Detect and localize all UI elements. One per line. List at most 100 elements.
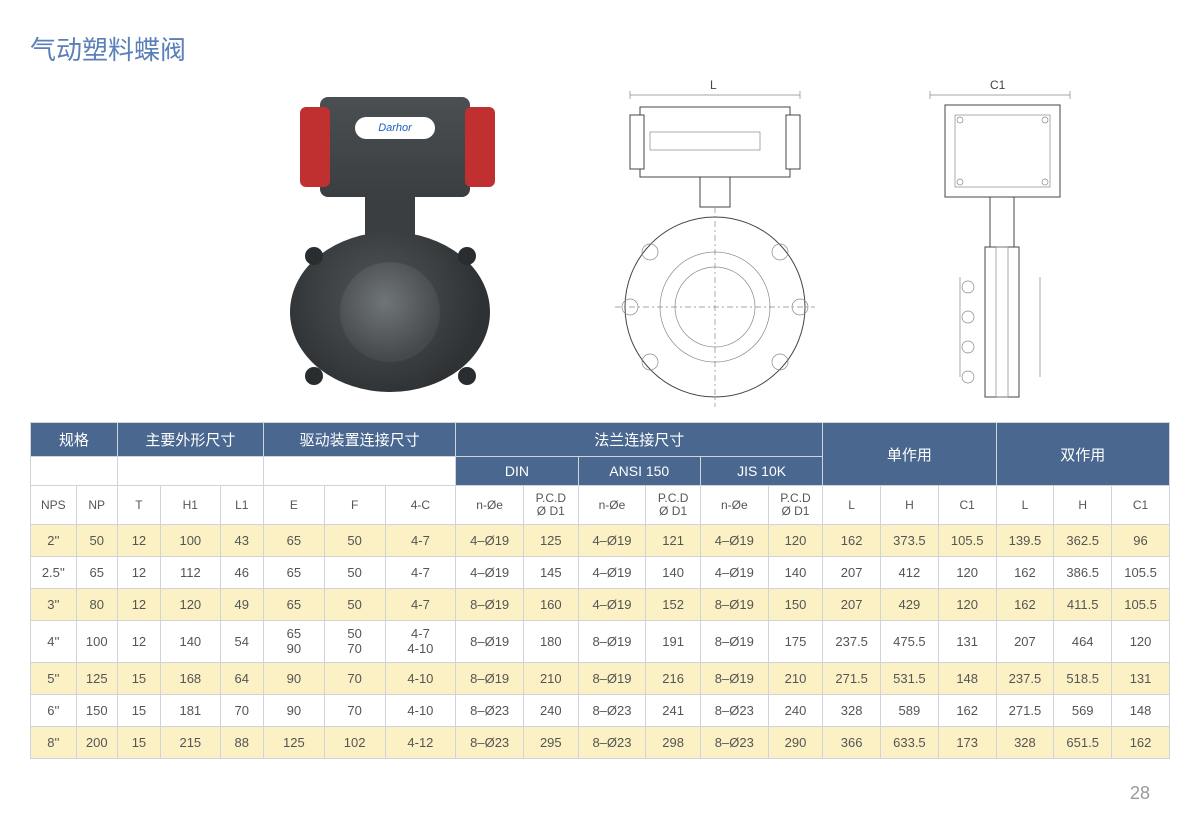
table-cell: 120 (1112, 621, 1170, 663)
table-cell: 125 (76, 662, 117, 694)
table-cell: 4–Ø19 (578, 525, 646, 557)
hdr-spec: 规格 (31, 423, 118, 457)
table-cell: 50 (324, 589, 385, 621)
dim-label-L: L (710, 78, 717, 92)
table-cell: 140 (768, 557, 823, 589)
table-cell: 90 (263, 662, 324, 694)
table-cell: 518.5 (1054, 662, 1112, 694)
table-cell: 139.5 (996, 525, 1054, 557)
table-cell: 105.5 (1112, 589, 1170, 621)
table-cell: 105.5 (1112, 557, 1170, 589)
table-cell: 125 (263, 726, 324, 758)
table-cell: 120 (161, 589, 220, 621)
table-cell: 237.5 (996, 662, 1054, 694)
col-header: n-Øe (456, 486, 524, 525)
table-row: 2.5''65121124665504-74–Ø191454–Ø191404–Ø… (31, 557, 1170, 589)
hdr-flange-dim: 法兰连接尺寸 (456, 423, 823, 457)
table-cell: 8–Ø19 (578, 621, 646, 663)
table-cell: 191 (646, 621, 701, 663)
hdr-main-dim: 主要外形尺寸 (117, 423, 263, 457)
table-cell: 412 (881, 557, 939, 589)
table-cell: 3'' (31, 589, 77, 621)
table-cell: 49 (220, 589, 263, 621)
table-cell: 328 (823, 694, 881, 726)
col-header: NP (76, 486, 117, 525)
table-cell: 8–Ø19 (456, 662, 524, 694)
table-cell: 328 (996, 726, 1054, 758)
table-cell: 148 (1112, 694, 1170, 726)
dim-label-C1: C1 (990, 78, 1006, 92)
table-cell: 150 (76, 694, 117, 726)
table-cell: 240 (524, 694, 579, 726)
page-root: 气动塑料蝶阀 Darhor L (0, 0, 1200, 824)
col-header: n-Øe (578, 486, 646, 525)
actuator-endcap-left (300, 107, 330, 187)
table-cell: 241 (646, 694, 701, 726)
table-cell: 120 (938, 589, 996, 621)
bolt-hole (458, 367, 476, 385)
table-cell: 210 (768, 662, 823, 694)
col-header: L (823, 486, 881, 525)
table-cell: 8–Ø19 (578, 662, 646, 694)
table-cell: 54 (220, 621, 263, 663)
table-cell: 2'' (31, 525, 77, 557)
table-row: 6''150151817090704-108–Ø232408–Ø232418–Ø… (31, 694, 1170, 726)
table-cell: 50 (76, 525, 117, 557)
table-cell: 271.5 (996, 694, 1054, 726)
table-cell: 373.5 (881, 525, 939, 557)
table-cell: 65 (263, 525, 324, 557)
table-cell: 411.5 (1054, 589, 1112, 621)
table-cell: 140 (646, 557, 701, 589)
product-photo: Darhor (210, 77, 550, 397)
table-cell: 8–Ø19 (456, 589, 524, 621)
col-header: P.C.DØ D1 (524, 486, 579, 525)
table-cell: 80 (76, 589, 117, 621)
hdr-drive-dim: 驱动装置连接尺寸 (263, 423, 455, 457)
table-cell: 148 (938, 662, 996, 694)
table-cell: 131 (938, 621, 996, 663)
table-cell: 2.5'' (31, 557, 77, 589)
table-cell: 651.5 (1054, 726, 1112, 758)
table-cell: 8–Ø19 (700, 621, 768, 663)
table-cell: 100 (76, 621, 117, 663)
table-cell: 4–Ø19 (578, 557, 646, 589)
col-header: L1 (220, 486, 263, 525)
col-header: C1 (938, 486, 996, 525)
col-header: T (117, 486, 160, 525)
technical-drawing-side: C1 (890, 77, 1110, 407)
valve-disc (340, 262, 440, 362)
table-cell: 200 (76, 726, 117, 758)
table-row: 8''20015215881251024-128–Ø232958–Ø232988… (31, 726, 1170, 758)
table-cell: 8–Ø23 (578, 694, 646, 726)
col-header: F (324, 486, 385, 525)
table-cell: 15 (117, 694, 160, 726)
col-header: P.C.DØ D1 (646, 486, 701, 525)
table-cell: 120 (768, 525, 823, 557)
col-header: H (1054, 486, 1112, 525)
table-cell: 589 (881, 694, 939, 726)
table-header-group-row: 规格 主要外形尺寸 驱动装置连接尺寸 法兰连接尺寸 单作用 双作用 (31, 423, 1170, 457)
hdr-din: DIN (456, 457, 578, 486)
table-cell: 121 (646, 525, 701, 557)
table-cell: 12 (117, 621, 160, 663)
table-cell: 215 (161, 726, 220, 758)
table-cell: 64 (220, 662, 263, 694)
table-cell: 8–Ø19 (456, 621, 524, 663)
table-row: 4''1001214054659050704-74-108–Ø191808–Ø1… (31, 621, 1170, 663)
table-cell: 366 (823, 726, 881, 758)
col-header: L (996, 486, 1054, 525)
page-title: 气动塑料蝶阀 (30, 30, 1170, 67)
table-cell: 8'' (31, 726, 77, 758)
figure-row: Darhor L (30, 77, 1170, 417)
table-cell: 162 (996, 557, 1054, 589)
table-cell: 125 (524, 525, 579, 557)
table-cell: 298 (646, 726, 701, 758)
spec-table: 规格 主要外形尺寸 驱动装置连接尺寸 法兰连接尺寸 单作用 双作用 DIN AN… (30, 422, 1170, 759)
table-cell: 4–Ø19 (456, 525, 524, 557)
page-number: 28 (1130, 783, 1150, 804)
table-cell: 112 (161, 557, 220, 589)
brand-badge: Darhor (355, 117, 435, 139)
col-header: C1 (1112, 486, 1170, 525)
table-cell: 162 (996, 589, 1054, 621)
table-cell: 102 (324, 726, 385, 758)
